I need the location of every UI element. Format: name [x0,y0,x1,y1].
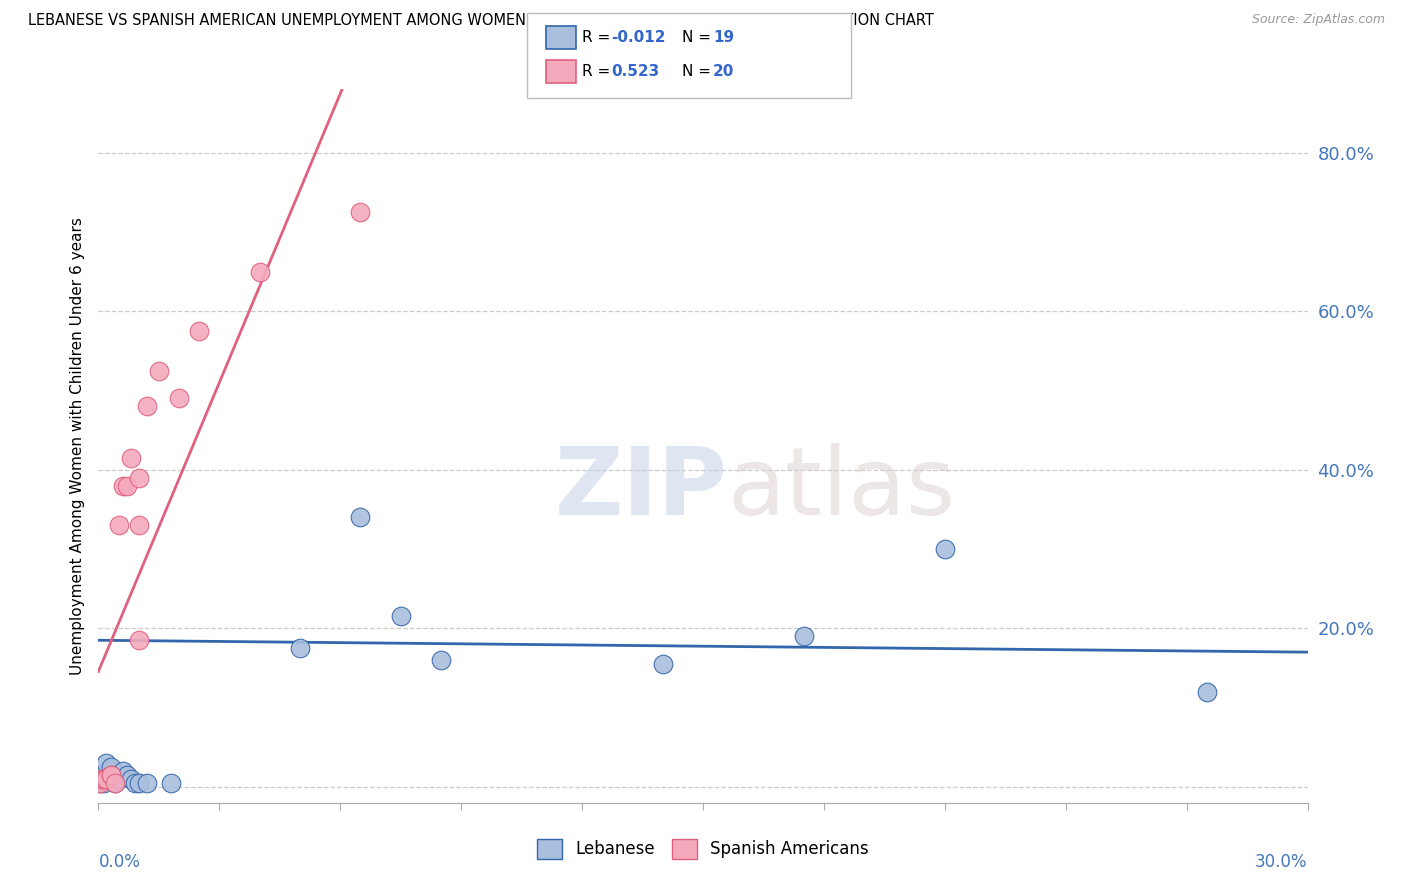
Point [148,364,170,378]
Point [249,264,271,278]
Text: 20: 20 [713,64,734,78]
Point [349,205,371,219]
Point [100,760,122,774]
Text: 30.0%: 30.0% [1256,853,1308,871]
Point [389,609,412,624]
Point [96,764,118,778]
Point [128,471,150,485]
Point [100,768,122,782]
Point [96,772,118,786]
Point [100,768,122,782]
Point [100,768,122,782]
Point [93,776,115,790]
Point [1195,685,1218,699]
Point [115,768,138,782]
Point [124,776,146,790]
Point [96,756,118,771]
Point [89,776,111,790]
Point [934,542,956,557]
Point [103,776,125,790]
Text: LEBANESE VS SPANISH AMERICAN UNEMPLOYMENT AMONG WOMEN WITH CHILDREN UNDER 6 YEAR: LEBANESE VS SPANISH AMERICAN UNEMPLOYMEN… [28,13,934,29]
Point [128,633,150,648]
Point [103,776,125,790]
Point [651,657,673,671]
Point [188,324,211,338]
Text: N =: N = [682,64,716,78]
Point [128,518,150,533]
Point [115,478,138,492]
Point [167,392,190,406]
Point [107,772,129,786]
Point [793,629,815,643]
Text: R =: R = [582,30,616,45]
Point [128,776,150,790]
Point [91,772,114,786]
Text: -0.012: -0.012 [612,30,666,45]
Point [288,641,311,656]
Point [107,518,129,533]
Text: atlas: atlas [727,442,956,535]
Text: 19: 19 [713,30,734,45]
Point [430,653,453,667]
Point [111,764,134,778]
Text: ZIP: ZIP [554,442,727,535]
Point [89,776,111,790]
Point [120,450,142,465]
Point [93,772,115,786]
Text: N =: N = [682,30,716,45]
Point [160,776,183,790]
Text: 0.0%: 0.0% [98,853,141,871]
Point [135,400,157,414]
Legend: Lebanese, Spanish Americans: Lebanese, Spanish Americans [530,832,876,866]
Point [91,772,114,786]
Text: 0.523: 0.523 [612,64,659,78]
Text: Source: ZipAtlas.com: Source: ZipAtlas.com [1251,13,1385,27]
Point [135,776,157,790]
Point [111,478,134,492]
Point [349,510,371,524]
Text: R =: R = [582,64,616,78]
Point [120,772,142,786]
Y-axis label: Unemployment Among Women with Children Under 6 years: Unemployment Among Women with Children U… [69,217,84,675]
